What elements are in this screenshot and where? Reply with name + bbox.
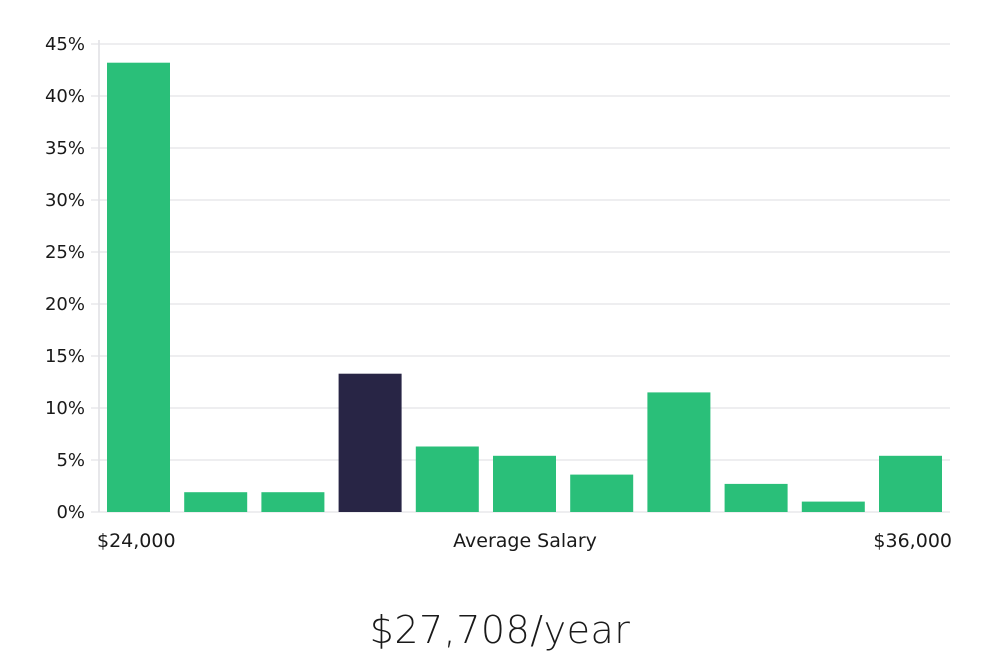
bar[interactable] <box>647 392 711 512</box>
bar[interactable] <box>107 62 170 512</box>
y-tick-label: 20% <box>45 294 85 315</box>
chart-svg: 0% 5% 10% 15% 20% 25% 30% 35% 40% 45% $24,000 Ave… <box>45 34 952 552</box>
y-tick-label: 25% <box>45 242 85 263</box>
bar[interactable] <box>493 455 556 512</box>
average-salary-caption: $27,708/year <box>369 608 631 652</box>
y-tick-label: 40% <box>45 86 85 107</box>
bar[interactable] <box>724 483 788 512</box>
bar-highlighted[interactable] <box>338 373 402 512</box>
y-tick-label: 5% <box>56 450 85 471</box>
labels-layer: $24,000 Average Salary $36,000 <box>97 530 952 552</box>
x-axis-title: Average Salary <box>453 530 597 552</box>
bars-layer <box>107 62 942 513</box>
bar[interactable] <box>879 455 942 512</box>
x-axis-min-label: $24,000 <box>97 530 176 552</box>
grid-layer: 0% 5% 10% 15% 20% 25% 30% 35% 40% 45% <box>45 34 950 523</box>
y-tick-label: 45% <box>45 34 85 55</box>
bar[interactable] <box>261 492 325 512</box>
y-tick-label: 15% <box>45 346 85 367</box>
y-tick-label: 35% <box>45 138 85 159</box>
y-tick-label: 30% <box>45 190 85 211</box>
bar[interactable] <box>184 492 248 512</box>
bar[interactable] <box>801 501 865 512</box>
bar[interactable] <box>415 446 479 513</box>
bar[interactable] <box>570 474 634 512</box>
y-tick-label: 10% <box>45 398 85 419</box>
x-axis-max-label: $36,000 <box>873 530 952 552</box>
y-tick-label: 0% <box>56 502 85 523</box>
